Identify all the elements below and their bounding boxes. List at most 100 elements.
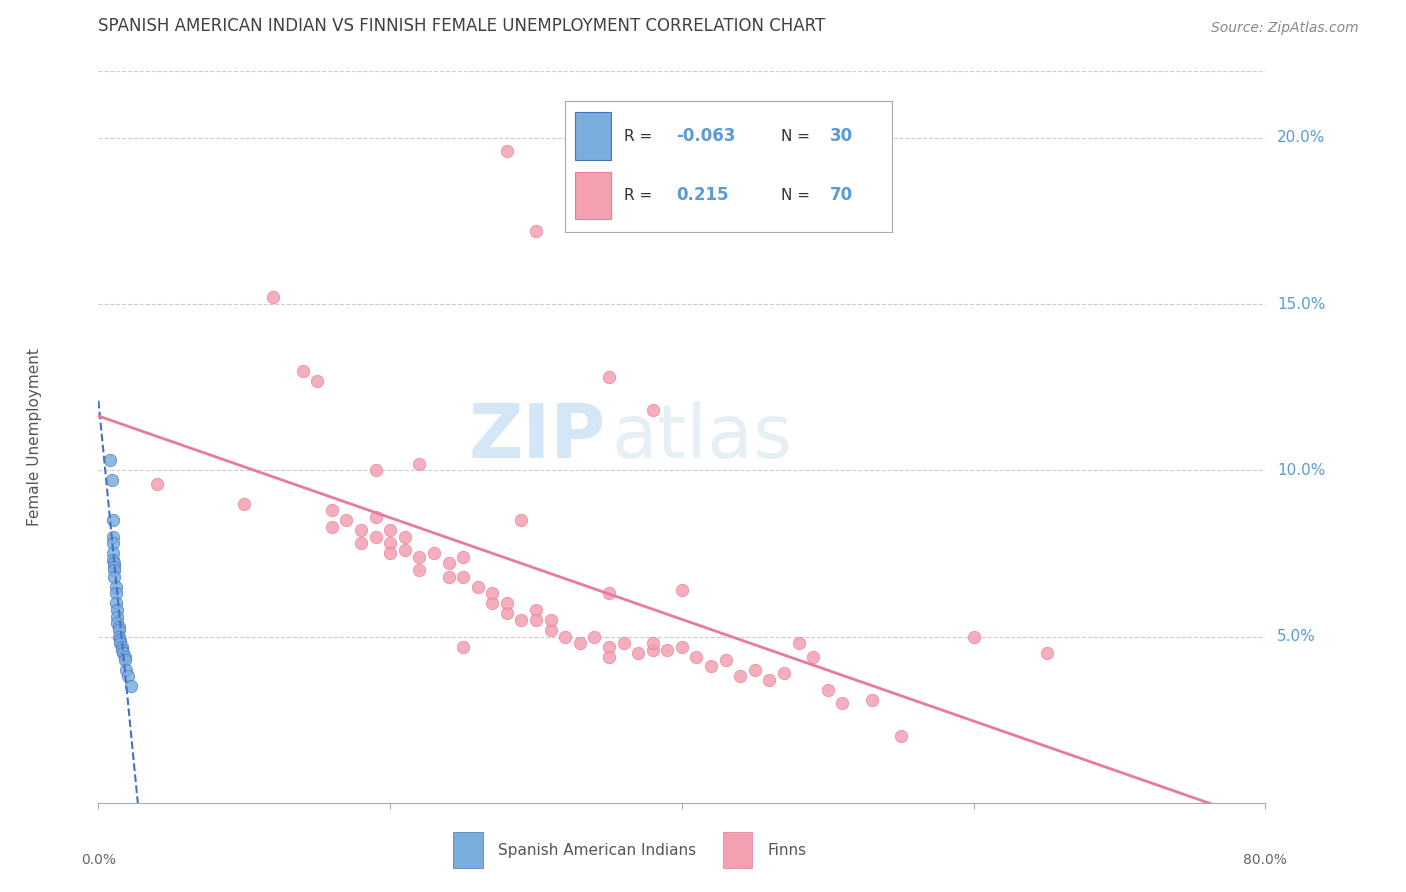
Point [112,646,135,660]
Point [641,636,664,650]
Point [103,559,125,574]
Text: ZIP: ZIP [468,401,606,474]
Point [110,636,132,650]
Point [104,580,127,594]
Text: 10.0%: 10.0% [1277,463,1326,478]
Point [685,649,707,664]
Point [101,553,124,567]
Text: Source: ZipAtlas.com: Source: ZipAtlas.com [1211,21,1358,35]
Point [524,224,547,238]
Point [114,653,136,667]
Point [380,546,402,560]
Point [700,659,723,673]
Point [598,586,620,600]
Point [890,729,912,743]
Point [773,666,796,681]
Point [744,663,766,677]
Point [350,523,373,537]
Point [641,643,664,657]
Point [364,530,387,544]
Point [101,513,124,527]
Point [860,692,883,706]
Point [510,613,533,627]
Point [627,646,650,660]
Point [394,543,416,558]
Point [307,374,329,388]
Point [408,457,430,471]
Point [146,476,169,491]
Point [1035,646,1057,660]
Point [467,580,489,594]
Text: 80.0%: 80.0% [1243,853,1288,867]
Point [115,663,138,677]
Point [364,463,387,477]
Point [598,649,620,664]
Point [408,549,430,564]
Text: atlas: atlas [612,401,793,474]
Point [540,613,562,627]
Point [262,290,284,304]
Point [111,640,134,654]
Point [787,636,810,650]
Point [730,669,752,683]
Point [335,513,357,527]
Point [114,649,136,664]
Point [524,613,547,627]
Point [612,636,634,650]
Point [408,563,430,577]
Point [801,649,824,664]
Text: 15.0%: 15.0% [1277,297,1326,311]
Point [481,586,503,600]
Text: SPANISH AMERICAN INDIAN VS FINNISH FEMALE UNEMPLOYMENT CORRELATION CHART: SPANISH AMERICAN INDIAN VS FINNISH FEMAL… [98,17,825,35]
Point [103,557,125,571]
Point [496,596,519,610]
Point [101,536,124,550]
Point [105,609,128,624]
Point [110,632,132,647]
Point [481,596,503,610]
Point [98,453,121,467]
Text: 20.0%: 20.0% [1277,130,1326,145]
Point [105,616,128,631]
Point [108,630,131,644]
Point [105,603,128,617]
Point [554,630,576,644]
Point [423,546,446,560]
Point [451,549,474,564]
Point [111,643,134,657]
Point [394,530,416,544]
Point [117,669,139,683]
Point [496,607,519,621]
Point [657,643,679,657]
Point [350,536,373,550]
Point [104,586,127,600]
Point [104,596,127,610]
Point [101,546,124,560]
Point [380,523,402,537]
Point [321,520,343,534]
Point [831,696,853,710]
Point [540,623,562,637]
Point [437,557,460,571]
Text: 0.0%: 0.0% [82,853,115,867]
Point [103,570,125,584]
Point [641,403,664,417]
Point [671,582,693,597]
Text: 5.0%: 5.0% [1277,629,1316,644]
Point [962,630,984,644]
Point [451,570,474,584]
Point [364,509,387,524]
Point [671,640,693,654]
Text: Female Unemployment: Female Unemployment [27,348,42,526]
Point [101,530,124,544]
Point [380,536,402,550]
Point [598,640,620,654]
Point [817,682,839,697]
Point [598,370,620,384]
Point [583,630,606,644]
Point [568,636,591,650]
Point [108,619,131,633]
Point [291,363,314,377]
Point [496,144,519,158]
Point [120,680,142,694]
